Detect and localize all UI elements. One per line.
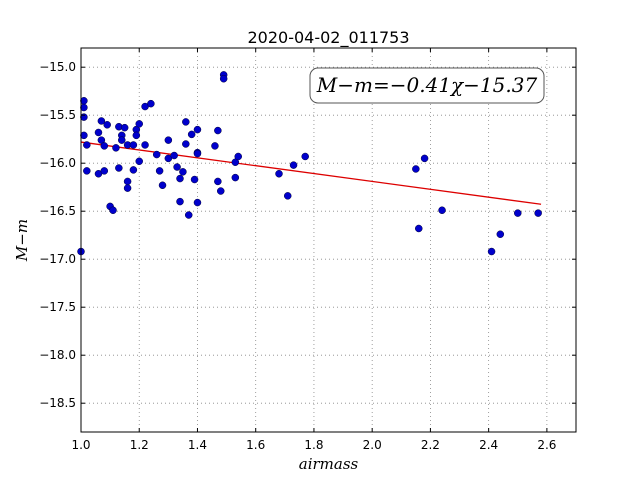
data-point bbox=[135, 157, 143, 166]
data-point bbox=[184, 211, 193, 219]
data-point bbox=[83, 167, 91, 175]
data-point bbox=[420, 154, 429, 163]
data-point bbox=[115, 164, 123, 172]
y-tick-label: −17.0 bbox=[39, 252, 76, 266]
data-point bbox=[141, 141, 149, 149]
y-tick-label: −15.5 bbox=[39, 108, 76, 122]
data-point bbox=[100, 142, 109, 150]
data-point bbox=[187, 130, 196, 139]
data-point bbox=[123, 177, 132, 186]
grid-lines bbox=[80, 48, 576, 432]
x-tick-label: 2.0 bbox=[363, 438, 382, 452]
data-point bbox=[97, 117, 106, 125]
data-point bbox=[135, 120, 143, 128]
y-tick-label: −17.5 bbox=[39, 300, 76, 314]
data-point bbox=[193, 198, 202, 207]
data-point bbox=[214, 177, 222, 186]
data-point bbox=[219, 74, 228, 83]
data-point bbox=[118, 136, 126, 144]
data-point bbox=[158, 181, 167, 190]
data-point bbox=[275, 170, 283, 178]
data-point bbox=[132, 131, 141, 140]
y-tick-label: −16.0 bbox=[39, 156, 76, 170]
data-point bbox=[120, 123, 129, 132]
x-tick-label: 1.6 bbox=[246, 438, 265, 452]
x-tick-label: 1.0 bbox=[71, 438, 90, 452]
data-point bbox=[182, 118, 190, 126]
data-point bbox=[152, 150, 161, 159]
data-point bbox=[193, 149, 202, 158]
data-point bbox=[109, 206, 117, 214]
data-point bbox=[103, 121, 111, 129]
data-point bbox=[283, 192, 292, 200]
data-point bbox=[211, 142, 219, 150]
data-points bbox=[77, 71, 542, 256]
data-point bbox=[129, 166, 138, 174]
data-point bbox=[234, 152, 242, 161]
data-point bbox=[301, 152, 309, 161]
x-tick-label: 2.4 bbox=[479, 438, 498, 452]
data-point bbox=[173, 163, 181, 171]
x-tick-label: 1.4 bbox=[188, 438, 207, 452]
data-point bbox=[231, 173, 240, 182]
data-point bbox=[514, 209, 522, 217]
data-point bbox=[534, 209, 542, 217]
data-point bbox=[155, 167, 164, 175]
fit-annotation-box bbox=[309, 67, 545, 104]
data-point bbox=[438, 206, 446, 214]
y-tick-label: −16.5 bbox=[39, 204, 76, 218]
data-point bbox=[176, 197, 184, 206]
x-tick-label: 1.2 bbox=[130, 438, 149, 452]
x-tick-label: 2.6 bbox=[537, 438, 556, 452]
data-point bbox=[415, 224, 423, 233]
x-axis-label: airmass bbox=[299, 455, 359, 473]
data-point bbox=[289, 161, 298, 169]
data-point bbox=[123, 184, 132, 192]
y-tick-label: −18.5 bbox=[39, 396, 76, 410]
data-point bbox=[487, 247, 496, 256]
fit-line bbox=[80, 141, 542, 205]
data-point bbox=[190, 175, 199, 184]
data-point bbox=[496, 230, 505, 238]
data-point bbox=[164, 136, 173, 144]
x-tick-label: 2.2 bbox=[421, 438, 440, 452]
y-axis-label: M−m bbox=[13, 219, 31, 262]
data-point bbox=[80, 103, 88, 112]
y-tick-label: −15.0 bbox=[39, 60, 76, 74]
data-point bbox=[193, 125, 202, 134]
data-point bbox=[83, 141, 91, 149]
axis-ticks: 1.0 1.2 1.4 1.6 1.8 2.0 2.2 2.4 2.6 −15.0 −15.5 −16… bbox=[39, 48, 576, 452]
fit-equation: M−m=−0.41χ−15.37 bbox=[316, 73, 538, 97]
x-tick-label: 1.8 bbox=[304, 438, 323, 452]
data-point bbox=[179, 168, 187, 176]
chart-title: 2020-04-02_011753 bbox=[247, 28, 409, 48]
data-point bbox=[100, 167, 109, 175]
data-point bbox=[80, 131, 88, 140]
y-tick-label: −18.0 bbox=[39, 348, 76, 362]
data-point bbox=[94, 128, 103, 137]
fit-annotation: M−m=−0.41χ−15.37 bbox=[309, 67, 545, 104]
data-point bbox=[214, 126, 222, 135]
data-point bbox=[112, 144, 120, 152]
data-point bbox=[129, 141, 138, 149]
data-point bbox=[170, 151, 178, 160]
data-point bbox=[182, 140, 190, 148]
data-point bbox=[176, 174, 184, 183]
fit-line-layer bbox=[80, 141, 542, 205]
data-point bbox=[147, 99, 155, 108]
data-point bbox=[412, 165, 420, 173]
plot-frame bbox=[80, 47, 577, 433]
data-point bbox=[217, 187, 225, 195]
